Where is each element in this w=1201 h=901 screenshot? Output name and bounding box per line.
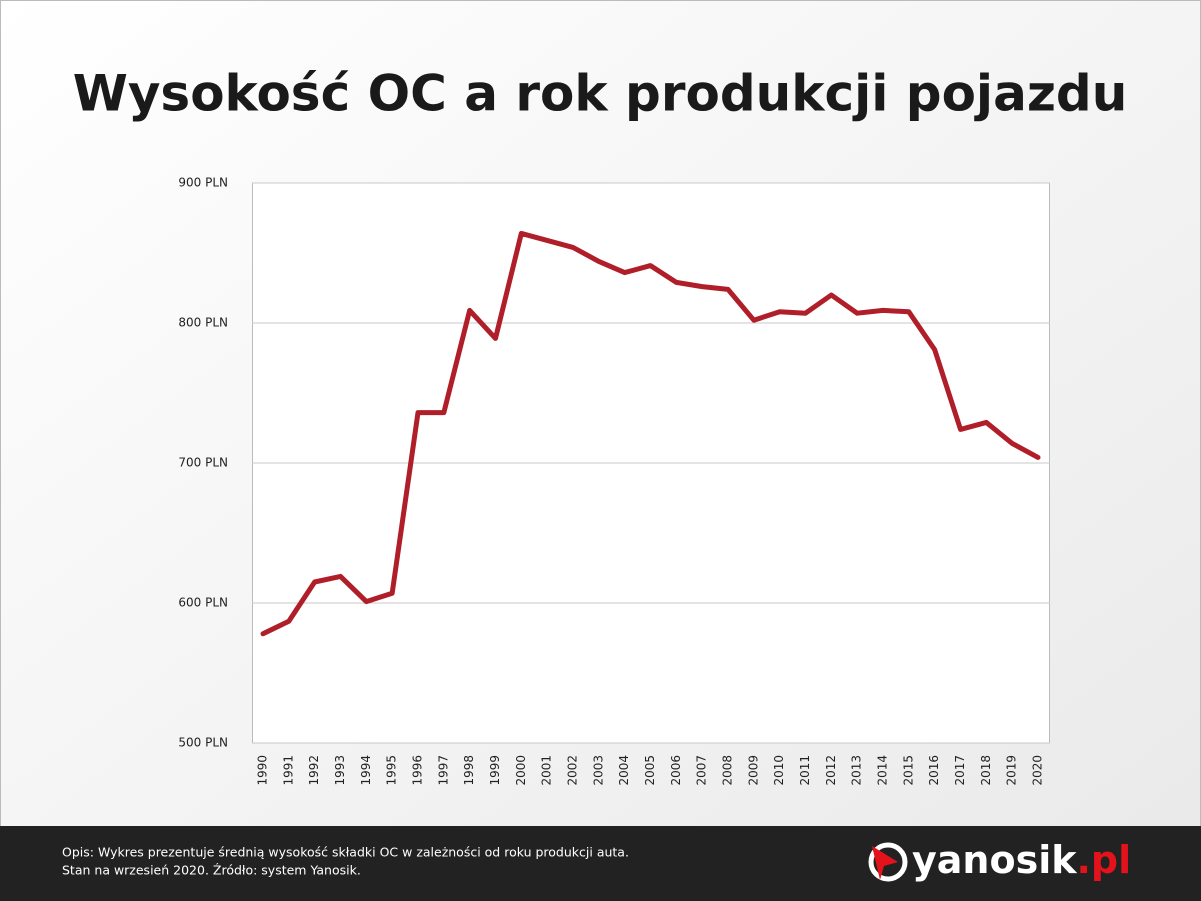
y-tick-label: 800 PLN [178, 316, 228, 330]
footer-text: Opis: Wykres prezentuje średnią wysokość… [62, 845, 629, 860]
x-tick-label: 2014 [876, 755, 890, 786]
logo-arrow [872, 846, 898, 880]
x-tick-label: 1992 [307, 755, 321, 786]
x-tick-label: 2005 [643, 755, 657, 786]
x-tick-label: 1996 [411, 755, 425, 786]
x-tick-label: 2007 [695, 755, 709, 786]
x-tick-label: 2017 [953, 755, 967, 786]
x-tick-label: 2013 [850, 755, 864, 786]
x-tick-label: 2016 [927, 755, 941, 786]
y-tick-label: 500 PLN [178, 736, 228, 750]
x-tick-label: 2010 [772, 755, 786, 786]
line [260, 230, 1041, 637]
x-tick-label: 2011 [798, 755, 812, 786]
x-tick-label: 2020 [1031, 755, 1045, 786]
logo: yanosik.pl [868, 838, 1131, 882]
x-tick-label: 2003 [591, 755, 605, 786]
x-tick-label: 1998 [462, 755, 476, 786]
x-tick-label: 2002 [566, 755, 580, 786]
x-tick-label: 1997 [436, 755, 450, 786]
chart-title: Wysokość OC a rok produkcji pojazdu [73, 65, 1128, 123]
x-tick-label: 2018 [979, 755, 993, 786]
logo-text: yanosik.pl [912, 838, 1131, 882]
x-tick-label: 2004 [617, 755, 631, 786]
x-tick-label: 2006 [669, 755, 683, 786]
x-tick-label: 1994 [359, 755, 373, 786]
logo-ring [868, 842, 908, 882]
x-tick-label: 1995 [385, 755, 399, 786]
y-tick-label: 900 PLN [178, 176, 228, 190]
x-tick-label: 2012 [824, 755, 838, 786]
x-tick-label: 2009 [746, 755, 760, 786]
x-tick-label: 2019 [1005, 755, 1019, 786]
x-tick-label: 1990 [256, 755, 270, 786]
x-tick-label: 2001 [540, 755, 554, 786]
x-tick-label: 2000 [514, 755, 528, 786]
x-tick-label: 2015 [901, 755, 915, 786]
footer [0, 826, 1201, 901]
x-tick-label: 1999 [488, 755, 502, 786]
x-tick-label: 1993 [333, 755, 347, 786]
y-tick-label: 700 PLN [178, 456, 228, 470]
x-tick-label: 2008 [721, 755, 735, 786]
footer-text: Stan na wrzesień 2020. Źródło: system Ya… [62, 863, 361, 878]
y-tick-label: 600 PLN [178, 596, 228, 610]
x-tick-label: 1991 [281, 755, 295, 786]
